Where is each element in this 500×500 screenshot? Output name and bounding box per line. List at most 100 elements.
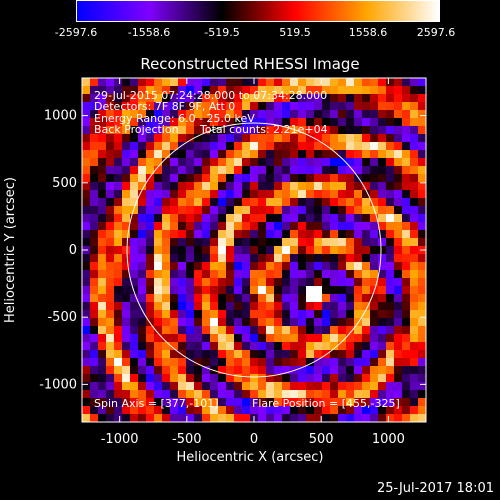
heatmap-cell <box>362 310 371 319</box>
heatmap-cell <box>114 358 123 367</box>
heatmap-cell <box>138 414 147 422</box>
heatmap-cell <box>298 150 307 159</box>
heatmap-cell <box>202 166 211 175</box>
heatmap-cell <box>82 398 91 407</box>
heatmap-cell <box>330 246 339 255</box>
heatmap-cell <box>154 222 163 231</box>
heatmap-cell <box>330 198 339 207</box>
heatmap-cell <box>114 326 123 335</box>
heatmap-cell <box>290 118 299 127</box>
heatmap-cell <box>178 302 187 311</box>
heatmap-cell <box>354 358 363 367</box>
heatmap-cell <box>162 390 171 399</box>
heatmap-cell <box>258 142 267 151</box>
heatmap-cell <box>378 150 387 159</box>
heatmap-cell <box>242 78 251 87</box>
heatmap-cell <box>170 334 179 343</box>
heatmap-cell <box>354 342 363 351</box>
heatmap-cell <box>234 238 243 247</box>
heatmap-cell <box>210 406 219 415</box>
heatmap-cell <box>378 102 387 111</box>
heatmap-cell <box>210 94 219 103</box>
heatmap-cell <box>122 406 131 415</box>
heatmap-cell <box>234 398 243 407</box>
heatmap-cell <box>114 214 123 223</box>
heatmap-cell <box>226 358 235 367</box>
heatmap-cell <box>202 262 211 271</box>
heatmap-cell <box>178 398 187 407</box>
heatmap-cell <box>306 142 315 151</box>
heatmap-cell <box>218 238 227 247</box>
x-tick-label: 1000 <box>372 432 405 447</box>
heatmap-cell <box>234 254 243 263</box>
heatmap-cell <box>370 190 379 199</box>
heatmap-cell <box>122 102 131 111</box>
heatmap-cell <box>322 278 331 287</box>
heatmap-cell <box>82 126 91 135</box>
heatmap-cell <box>154 78 163 87</box>
heatmap-cell <box>226 166 235 175</box>
heatmap-cell <box>178 78 187 87</box>
heatmap-cell <box>138 94 147 103</box>
heatmap-cell <box>122 334 131 343</box>
heatmap-cell <box>362 206 371 215</box>
heatmap-cell <box>90 286 99 295</box>
heatmap-cell <box>106 222 115 231</box>
heatmap-cell <box>154 358 163 367</box>
heatmap-cell <box>306 150 315 159</box>
heatmap-cell <box>242 150 251 159</box>
heatmap-cell <box>258 182 267 191</box>
heatmap-cell <box>122 246 131 255</box>
heatmap-cell <box>258 198 267 207</box>
heatmap-cell <box>106 294 115 303</box>
heatmap-cell <box>386 182 395 191</box>
heatmap-cell <box>114 318 123 327</box>
heatmap-cell <box>218 134 227 143</box>
heatmap-cell <box>218 366 227 375</box>
heatmap-cell <box>282 206 291 215</box>
heatmap-cell <box>378 206 387 215</box>
heatmap-cell <box>122 366 131 375</box>
heatmap-cell <box>226 102 235 111</box>
heatmap-cell <box>394 366 403 375</box>
heatmap-cell <box>322 406 331 415</box>
heatmap-cell <box>362 118 371 127</box>
heatmap-cell <box>122 382 131 391</box>
heatmap-cell <box>178 110 187 119</box>
flare-position-annotation: Flare Position = [455,-325] <box>252 397 400 410</box>
heatmap-cell <box>242 142 251 151</box>
heatmap-cell <box>194 414 203 422</box>
heatmap-cell <box>418 158 426 167</box>
heatmap-cell <box>410 270 419 279</box>
heatmap-cell <box>346 382 355 391</box>
heatmap-cell <box>418 174 426 183</box>
heatmap-cell <box>338 294 347 303</box>
heatmap-cell <box>82 350 91 359</box>
heatmap-cell <box>370 214 379 223</box>
heatmap-cell <box>410 118 419 127</box>
heatmap-cell <box>106 118 115 127</box>
heatmap-cell <box>202 158 211 167</box>
heatmap-cell <box>106 342 115 351</box>
heatmap-cell <box>202 342 211 351</box>
heatmap-cell <box>298 382 307 391</box>
heatmap-cell <box>218 270 227 279</box>
heatmap-cell <box>178 134 187 143</box>
heatmap-cell <box>178 158 187 167</box>
heatmap-cell <box>362 214 371 223</box>
heatmap-cell <box>114 262 123 271</box>
heatmap-cell <box>194 126 203 135</box>
heatmap-cell <box>330 134 339 143</box>
heatmap-cell <box>362 110 371 119</box>
heatmap-cell <box>338 382 347 391</box>
heatmap-cell <box>90 110 99 119</box>
heatmap-cell <box>114 158 123 167</box>
heatmap-cell <box>138 142 147 151</box>
heatmap-cell <box>226 174 235 183</box>
heatmap-cell <box>178 86 187 95</box>
heatmap-cell <box>226 398 235 407</box>
heatmap-cell <box>154 142 163 151</box>
heatmap-cell <box>106 366 115 375</box>
heatmap-cell <box>210 238 219 247</box>
heatmap-cell <box>346 150 355 159</box>
